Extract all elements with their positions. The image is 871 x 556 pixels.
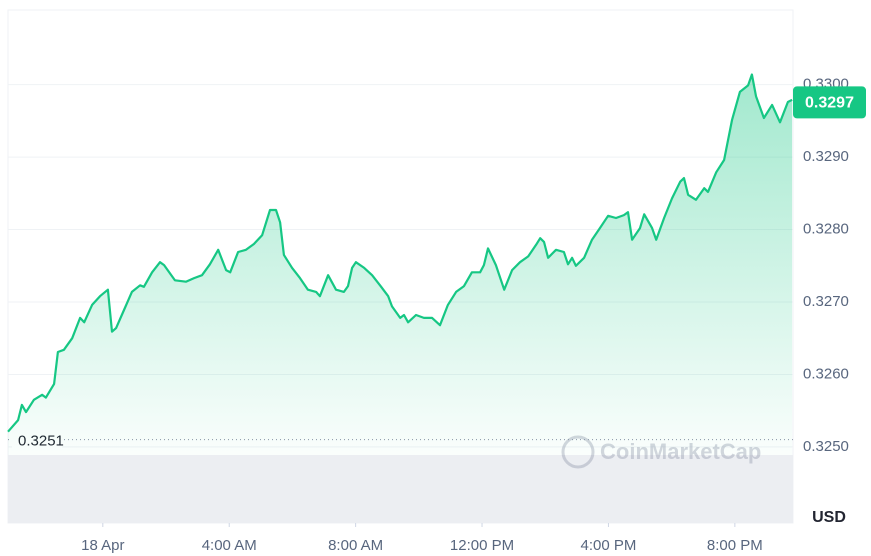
y-tick-label: 0.3270 [803,293,849,310]
x-tick-label: 8:00 PM [707,537,763,554]
last-price-label: 0.3297 [805,95,854,112]
last-price-badge [793,86,866,119]
volume-band [8,455,793,523]
y-tick-label: 0.3260 [803,365,849,382]
x-tick-label: 18 Apr [81,537,124,554]
x-tick-label: 4:00 AM [202,537,257,554]
x-tick-label: 4:00 PM [581,537,637,554]
area-fill [8,74,793,455]
y-tick-label: 0.3290 [803,148,849,165]
price-line [7,73,793,433]
y-tick-label: 0.3250 [803,438,849,455]
x-tick-label: 12:00 PM [450,537,514,554]
currency-label: USD [812,509,846,526]
x-tick-label: 8:00 AM [328,537,383,554]
y-tick-label: 0.3280 [803,221,849,238]
